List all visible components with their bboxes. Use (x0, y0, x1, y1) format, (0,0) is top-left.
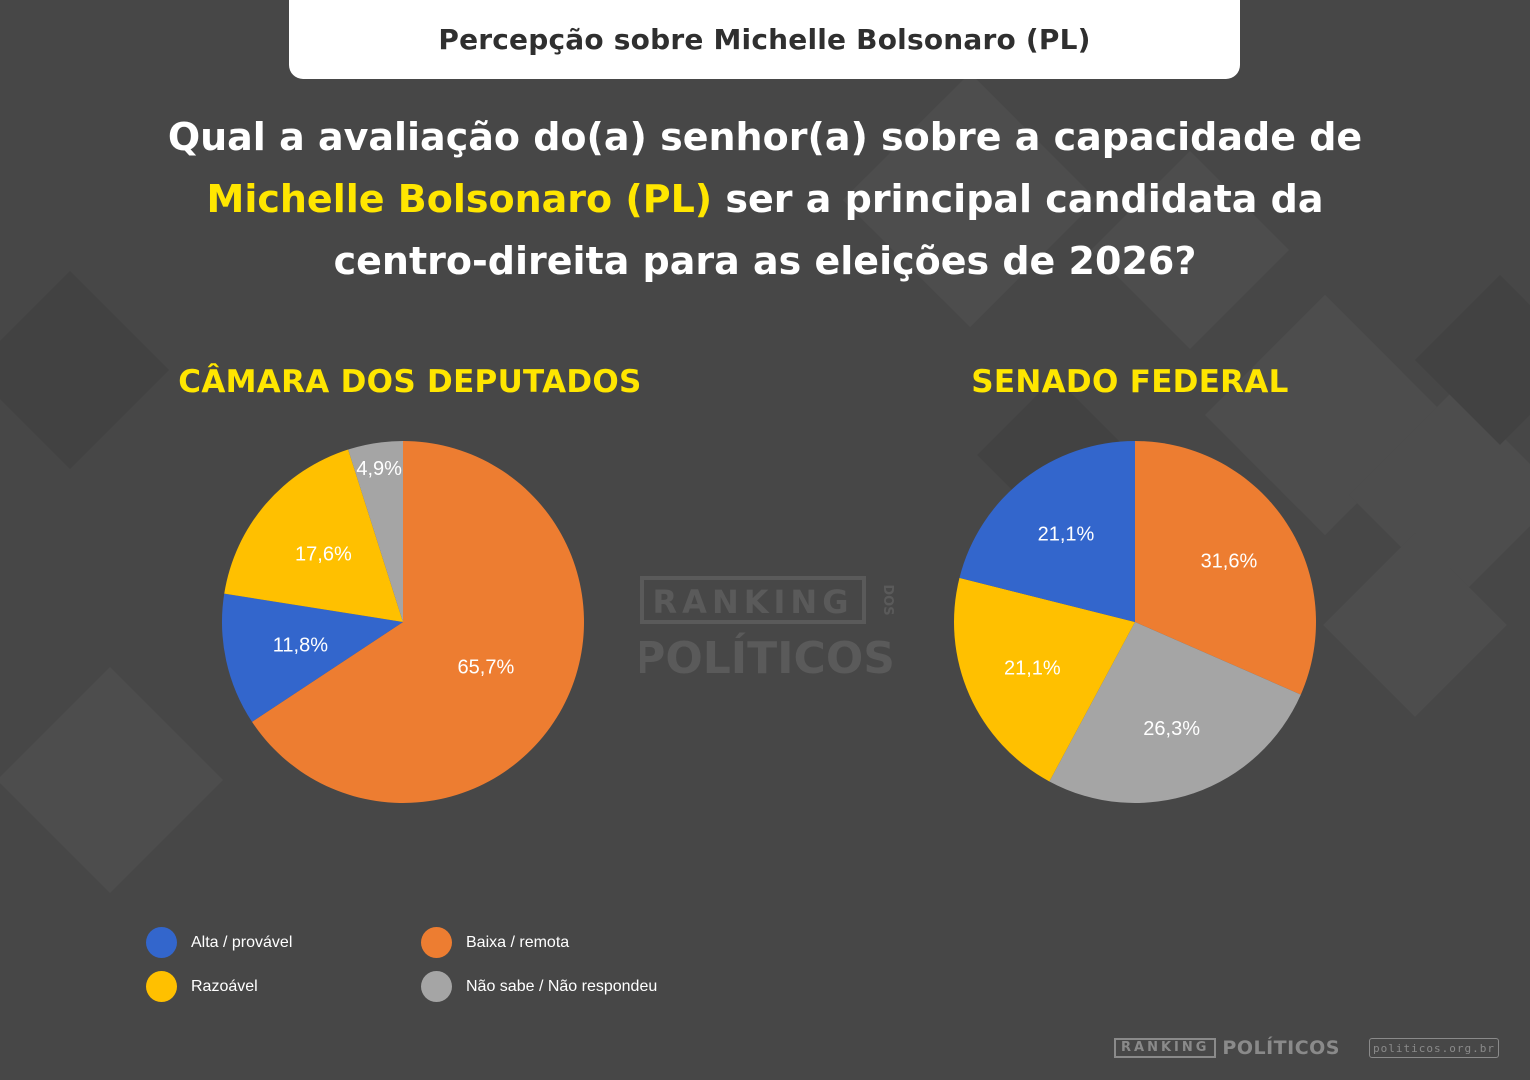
question-line-2: Michelle Bolsonaro (PL) ser a principal … (60, 168, 1470, 230)
pie-slice-nao-sabe-nao-respondeu (348, 441, 403, 622)
chart-title-senado: SENADO FEDERAL (971, 364, 1289, 400)
watermark-word-dos: DOS (880, 584, 895, 615)
question-line-3: centro-direita para as eleições de 2026? (333, 239, 1197, 283)
question-highlight: Michelle Bolsonaro (PL) (206, 177, 713, 221)
survey-question: Qual a avaliação do(a) senhor(a) sobre a… (60, 106, 1470, 292)
pie-slice-baixa-remota (1135, 441, 1317, 695)
pie-slice-alta-provavel (222, 593, 403, 722)
footer-logo: RANKING POLÍTICOS (1114, 1037, 1340, 1059)
legend-label-nao-sabe: Não sabe / Não respondeu (466, 977, 658, 995)
footer-url: politicos.org.br (1369, 1038, 1499, 1058)
watermark-word-ranking: RANKING (653, 583, 854, 621)
data-label-razoavel: 17,6% (295, 544, 352, 566)
legend-label-razoavel: Razoável (191, 977, 258, 995)
legend-swatch-nao-sabe (421, 971, 452, 1002)
pie-slice-alta-provavel (959, 441, 1135, 622)
data-label-nao-sabe-nao-respondeu: 26,3% (1143, 718, 1200, 740)
legend-swatch-alta (146, 927, 177, 958)
banner-title: Percepção sobre Michelle Bolsonaro (PL) (438, 23, 1091, 56)
footer-logo-ranking: RANKING (1114, 1038, 1217, 1058)
legend-label-baixa: Baixa / remota (466, 933, 570, 951)
pie-slice-razoavel (224, 449, 403, 622)
legend-swatch-razoavel (146, 971, 177, 1002)
pie-camara: 65,7% 11,8% 17,6% 4,9% (222, 441, 584, 803)
data-label-baixa-remota: 65,7% (458, 657, 515, 679)
legend-item-baixa: Baixa / remota (421, 927, 569, 958)
data-label-alta-provavel: 11,8% (273, 634, 328, 656)
data-label-nao-sabe-nao-respondeu: 4,9% (356, 458, 402, 480)
header-banner: Percepção sobre Michelle Bolsonaro (PL) (289, 0, 1240, 79)
pie-slice-razoavel (954, 577, 1135, 782)
data-label-razoavel: 21,1% (1004, 657, 1061, 679)
pie-slice-baixa-remota (252, 441, 584, 803)
data-label-baixa-remota: 31,6% (1201, 551, 1258, 573)
pie-senado: 31,6% 26,3% 21,1% 21,1% (954, 441, 1317, 804)
data-label-alta-provavel: 21,1% (1038, 523, 1095, 545)
pie-slice-nao-sabe-nao-respondeu (1049, 622, 1301, 804)
legend-item-nao-sabe: Não sabe / Não respondeu (421, 971, 657, 1002)
chart-title-camara: CÂMARA DOS DEPUTADOS (178, 364, 642, 400)
footer-logo-politicos: POLÍTICOS (1222, 1037, 1340, 1059)
legend-label-alta: Alta / provável (191, 933, 293, 951)
question-line-1: Qual a avaliação do(a) senhor(a) sobre a… (167, 115, 1363, 159)
legend-item-alta: Alta / provável (146, 927, 292, 958)
question-line-2-rest: ser a principal candidata da (712, 177, 1324, 221)
ranking-watermark-logo: RANKING DOS POLÍTICOS (640, 576, 895, 684)
legend-item-razoavel: Razoável (146, 971, 258, 1002)
legend-swatch-baixa (421, 927, 452, 958)
watermark-word-politicos: POLÍTICOS (640, 631, 895, 684)
